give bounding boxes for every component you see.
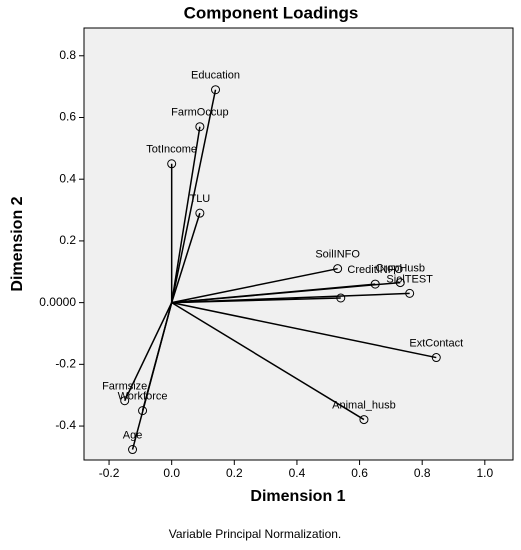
point-label: Animal_husb	[332, 399, 396, 411]
x-axis-title: Dimension 1	[250, 488, 345, 505]
loading-vector	[171, 281, 401, 304]
chart-title: Component Loadings	[184, 3, 359, 22]
loading-vector	[124, 302, 173, 402]
loading-point	[195, 208, 205, 218]
point-label: Workforce	[118, 391, 168, 403]
point-label: Farmsize	[102, 381, 147, 393]
loading-vector	[171, 297, 341, 304]
loading-point	[405, 288, 415, 298]
x-tick-label: 0.6	[351, 466, 368, 480]
y-tick-label: 0.0000	[39, 295, 76, 309]
x-tick-label: 0.8	[414, 466, 431, 480]
loading-vector	[171, 267, 338, 304]
loading-point	[167, 159, 177, 169]
loading-vector	[171, 301, 437, 359]
point-label: FarmOccup	[171, 107, 228, 119]
x-tick-label: 0.0	[163, 466, 180, 480]
x-tick-label: 1.0	[476, 466, 493, 480]
y-tick-label: 0.2	[59, 233, 76, 247]
y-tick-label: -0.2	[55, 357, 76, 371]
loading-point	[128, 445, 138, 455]
point-label: Age	[123, 429, 143, 441]
loading-vector	[170, 212, 201, 303]
y-tick-label: -0.4	[55, 418, 76, 432]
y-axis-title: Dimension 2	[9, 196, 26, 291]
footnote: Variable Principal Normalization.	[169, 527, 342, 541]
point-label: SiolTEST	[386, 273, 433, 285]
x-tick-label: 0.4	[289, 466, 306, 480]
loading-vector	[170, 89, 217, 303]
point-label: SoilINFO	[315, 249, 360, 261]
point-label: TLU	[189, 193, 210, 205]
y-tick-label: 0.8	[59, 48, 76, 62]
y-tick-label: 0.4	[59, 171, 76, 185]
point-label: Education	[191, 70, 240, 82]
loading-point	[336, 293, 346, 303]
loading-point	[395, 278, 405, 288]
plot-area	[83, 27, 514, 461]
x-tick-label: -0.2	[99, 466, 120, 480]
y-tick-label: 0.6	[59, 110, 76, 124]
loading-point	[359, 415, 369, 425]
loading-point	[120, 396, 130, 406]
loading-point	[195, 122, 205, 132]
loading-vector	[131, 302, 173, 450]
point-label: CropHusb	[376, 262, 426, 274]
loading-point	[211, 85, 221, 95]
loading-vector	[171, 301, 365, 421]
point-label: TotIncome	[146, 144, 197, 156]
loading-point	[333, 264, 343, 274]
x-tick-label: 0.2	[226, 466, 243, 480]
point-label: ExtContact	[409, 337, 463, 349]
loading-point	[431, 353, 441, 363]
point-label: CreditINFO	[347, 264, 403, 276]
loading-vector	[170, 126, 201, 303]
